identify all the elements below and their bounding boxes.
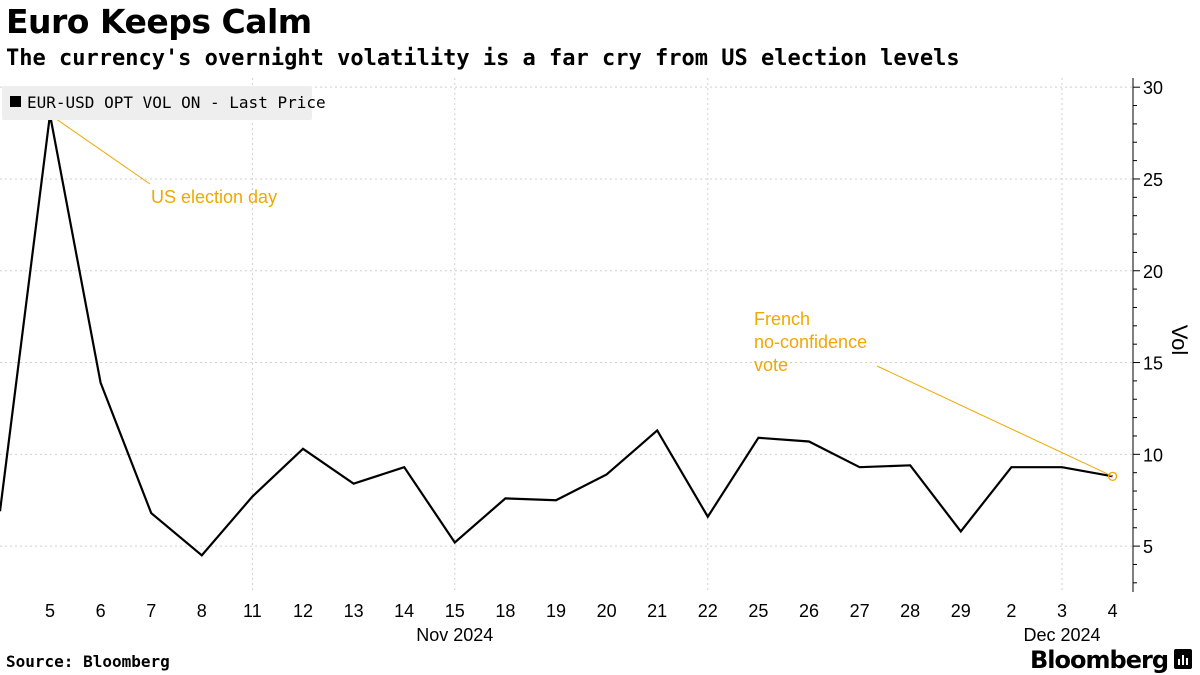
x-tick-label: 19 <box>546 601 566 621</box>
x-tick-label: 5 <box>45 601 55 621</box>
annotation-leader <box>49 114 151 185</box>
source-note: Source: Bloomberg <box>6 652 170 671</box>
x-tick-label: 12 <box>293 601 313 621</box>
chart-title: Euro Keeps Calm <box>6 2 312 41</box>
x-tick-label: 15 <box>445 601 465 621</box>
x-tick-label: 18 <box>495 601 515 621</box>
y-axis-label: Vol <box>1167 325 1192 356</box>
legend-label: EUR-USD OPT VOL ON - Last Price <box>27 93 326 112</box>
bloomberg-terminal-icon <box>1174 649 1192 669</box>
y-tick-label: 30 <box>1143 78 1163 98</box>
x-month-label: Nov 2024 <box>416 625 493 645</box>
annotation-label: French <box>754 309 810 329</box>
x-tick-label: 3 <box>1057 601 1067 621</box>
x-tick-label: 29 <box>951 601 971 621</box>
annotation-marker <box>1107 471 1118 482</box>
legend-box <box>2 86 312 120</box>
x-tick-label: 28 <box>900 601 920 621</box>
x-tick-label: 20 <box>597 601 617 621</box>
x-tick-label: 6 <box>96 601 106 621</box>
x-tick-label: 22 <box>698 601 718 621</box>
x-tick-label: 25 <box>748 601 768 621</box>
x-tick-label: 26 <box>799 601 819 621</box>
y-tick-label: 5 <box>1143 537 1153 557</box>
annotation-label: no-confidence <box>754 332 867 352</box>
x-month-label: Dec 2024 <box>1023 625 1100 645</box>
legend-swatch <box>10 96 21 107</box>
annotation-label: vote <box>754 355 788 375</box>
chart-subtitle: The currency's overnight volatility is a… <box>6 46 960 71</box>
y-tick-label: 25 <box>1143 170 1163 190</box>
x-tick-label: 7 <box>146 601 156 621</box>
annotation-leader <box>876 365 1113 477</box>
x-tick-label: 13 <box>344 601 364 621</box>
x-tick-label: 21 <box>647 601 667 621</box>
x-tick-label: 8 <box>197 601 207 621</box>
annotation-label: US election day <box>151 187 277 207</box>
brand-logo: Bloomberg <box>1030 646 1169 674</box>
x-tick-label: 2 <box>1006 601 1016 621</box>
y-tick-label: 15 <box>1143 354 1163 374</box>
y-tick-label: 20 <box>1143 262 1163 282</box>
y-tick-label: 10 <box>1143 445 1163 465</box>
x-tick-label: 4 <box>1108 601 1118 621</box>
series-line <box>0 114 1113 557</box>
x-tick-label: 11 <box>243 601 262 621</box>
x-tick-label: 14 <box>394 601 414 621</box>
x-tick-label: 27 <box>850 601 870 621</box>
